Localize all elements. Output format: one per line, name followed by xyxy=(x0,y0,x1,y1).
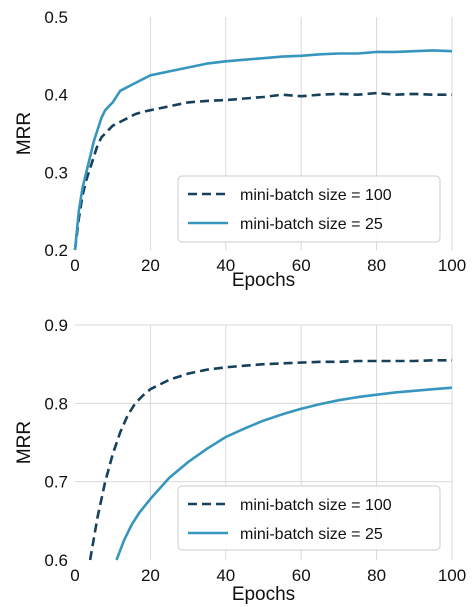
series-line-batch-100 xyxy=(88,358,452,561)
legend-label: mini-batch size = 100 xyxy=(240,497,392,514)
x-tick-label: 60 xyxy=(292,256,311,275)
x-tick-label: 100 xyxy=(438,566,466,585)
series-line-batch-25 xyxy=(73,49,453,251)
legend: mini-batch size = 100 mini-batch size = 2… xyxy=(177,175,441,243)
x-tick-label: 80 xyxy=(367,566,386,585)
y-tick-label: 0.8 xyxy=(44,394,68,413)
x-tick-label: 20 xyxy=(141,566,160,585)
x-tick-label: 0 xyxy=(70,566,79,585)
y-tick-label: 0.2 xyxy=(44,241,68,260)
series-line-batch-100 xyxy=(73,91,452,251)
y-tick-label: 0.6 xyxy=(44,551,68,570)
x-tick-label: 0 xyxy=(70,256,79,275)
x-axis-label: Epochs xyxy=(232,584,295,605)
x-axis-label: Epochs xyxy=(232,270,295,291)
legend-box xyxy=(177,175,441,243)
chart-panel-2: 0 20 40 60 80 100 0.6 0.7 0.8 0.9 Epochs MRR mini-ba… xyxy=(14,316,466,605)
legend-label: mini-batch size = 25 xyxy=(240,526,383,543)
y-axis-label: MRR xyxy=(14,112,35,155)
y-tick-label: 0.3 xyxy=(44,163,68,182)
x-tick-label: 80 xyxy=(367,256,386,275)
x-tick-label: 40 xyxy=(216,566,235,585)
legend-box xyxy=(177,485,441,551)
x-tick-label: 40 xyxy=(216,256,235,275)
series-line-batch-25 xyxy=(115,386,453,561)
y-tick-label: 0.9 xyxy=(44,316,68,335)
legend-label: mini-batch size = 25 xyxy=(240,216,383,233)
legend: mini-batch size = 100 mini-batch size = 2… xyxy=(177,485,441,551)
y-tick-label: 0.5 xyxy=(44,8,68,27)
y-axis-label: MRR xyxy=(14,421,35,464)
x-tick-label: 20 xyxy=(141,256,160,275)
y-tick-label: 0.4 xyxy=(44,86,68,105)
legend-label: mini-batch size = 100 xyxy=(240,187,392,204)
chart-panel-1: 0 20 40 60 80 100 0.2 0.3 0.4 0.5 Epochs MRR mini-ba… xyxy=(14,8,466,291)
x-tick-label: 60 xyxy=(292,566,311,585)
y-tick-label: 0.7 xyxy=(44,473,68,492)
x-tick-label: 100 xyxy=(438,256,466,275)
